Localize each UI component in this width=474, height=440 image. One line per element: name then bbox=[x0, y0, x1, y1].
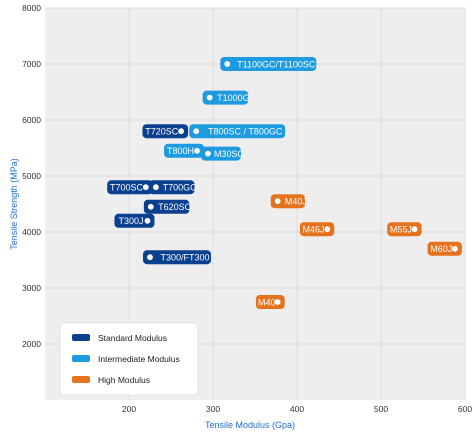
point-label-pill bbox=[114, 213, 155, 228]
data-point: T300J bbox=[114, 213, 155, 228]
data-point: M40 bbox=[255, 295, 285, 309]
y-tick-label: 3000 bbox=[22, 283, 41, 293]
legend-box bbox=[59, 322, 199, 396]
legend-label: Intermediate Modulus bbox=[98, 354, 180, 364]
point-marker bbox=[410, 224, 419, 234]
x-tick-label: 500 bbox=[374, 404, 388, 414]
point-marker bbox=[145, 252, 155, 262]
point-label-pill bbox=[189, 124, 286, 139]
data-point: M40J bbox=[270, 194, 307, 209]
point-label-pill bbox=[142, 124, 189, 139]
x-tick-label: 200 bbox=[122, 404, 136, 414]
point-marker bbox=[143, 216, 152, 226]
legend-label: High Modulus bbox=[98, 375, 150, 385]
point-marker bbox=[273, 297, 282, 307]
x-tick-label: 400 bbox=[290, 404, 304, 414]
data-points: T720SC T700SC T700GC T620SC T300J T300/FT300 T… bbox=[107, 57, 462, 309]
point-label-pill bbox=[202, 90, 249, 105]
point-marker bbox=[273, 196, 282, 206]
point-marker bbox=[191, 126, 201, 136]
point-marker bbox=[222, 59, 232, 69]
point-label-pill bbox=[148, 180, 195, 195]
y-axis-ticks: 2000 3000 4000 5000 6000 7000 8000 bbox=[22, 3, 41, 349]
point-label-pill bbox=[200, 146, 241, 161]
y-tick-label: 6000 bbox=[22, 115, 41, 125]
legend: Standard Modulus Intermediate Modulus High… bbox=[59, 322, 199, 396]
point-label-pill bbox=[164, 143, 205, 158]
point-label: M46J bbox=[303, 225, 325, 235]
y-tick-label: 4000 bbox=[22, 227, 41, 237]
point-marker bbox=[205, 93, 214, 102]
data-point: T800H bbox=[164, 143, 205, 158]
y-tick-label: 8000 bbox=[22, 3, 41, 13]
point-label-pill bbox=[143, 199, 190, 214]
legend-swatch bbox=[72, 355, 90, 362]
point-label-pill bbox=[107, 180, 153, 195]
point-label: M55J bbox=[390, 225, 412, 235]
data-point: M60J bbox=[427, 241, 462, 256]
point-marker bbox=[203, 149, 213, 158]
point-label: T700GC bbox=[163, 183, 198, 193]
point-label: M40 bbox=[258, 297, 276, 307]
legend-swatch bbox=[72, 334, 90, 341]
point-label-pill bbox=[220, 57, 317, 71]
x-axis-label: Tensile Modulus (Gpa) bbox=[205, 420, 295, 430]
data-point: T1100GC/T1100SC bbox=[220, 57, 317, 71]
point-label: M60J bbox=[430, 244, 452, 254]
x-tick-label: 600 bbox=[458, 404, 472, 414]
point-marker bbox=[450, 244, 460, 254]
point-label: T700SC bbox=[110, 183, 144, 193]
data-point: T300/FT300 bbox=[143, 250, 211, 265]
data-point: T700SC bbox=[107, 180, 153, 195]
point-label: T620SC bbox=[158, 202, 192, 212]
point-marker bbox=[151, 182, 161, 192]
point-label: M40J bbox=[285, 197, 307, 207]
x-tick-label: 300 bbox=[206, 404, 220, 414]
data-point: M55J bbox=[387, 222, 422, 237]
legend-item: High Modulus bbox=[72, 375, 150, 385]
point-label: T1100GC/T1100SC bbox=[237, 59, 316, 69]
point-label: T300J bbox=[118, 216, 143, 226]
y-tick-label: 2000 bbox=[22, 339, 41, 349]
legend-label: Standard Modulus bbox=[98, 333, 167, 343]
legend-item: Standard Modulus bbox=[72, 333, 167, 343]
y-tick-label: 5000 bbox=[22, 171, 41, 181]
data-point: T800SC / T800GC bbox=[189, 124, 286, 139]
point-marker bbox=[176, 126, 186, 136]
data-point: T1000G bbox=[202, 90, 250, 105]
point-label-pill bbox=[143, 250, 211, 265]
x-axis-ticks: 200 300 400 500 600 bbox=[122, 404, 472, 414]
data-point: T700GC bbox=[148, 180, 198, 195]
point-label: T300/FT300 bbox=[160, 253, 209, 263]
point-label: T800SC / T800GC bbox=[208, 127, 283, 137]
point-marker bbox=[146, 202, 156, 212]
point-marker bbox=[141, 182, 151, 192]
point-label: T800H bbox=[167, 146, 194, 156]
legend-item: Intermediate Modulus bbox=[72, 354, 180, 364]
data-point: M30SC bbox=[200, 146, 245, 161]
point-label: T1000G bbox=[217, 93, 250, 103]
data-point: T720SC bbox=[142, 124, 189, 139]
data-point: T620SC bbox=[143, 199, 192, 214]
data-point: M46J bbox=[299, 222, 335, 237]
legend-swatch bbox=[72, 376, 90, 383]
y-tick-label: 7000 bbox=[22, 59, 41, 69]
point-label: M30SC bbox=[214, 149, 245, 159]
point-marker bbox=[322, 224, 332, 234]
y-axis-label: Tensile Strength (MPa) bbox=[9, 158, 19, 250]
point-label: T720SC bbox=[145, 127, 179, 137]
point-marker bbox=[192, 146, 202, 156]
